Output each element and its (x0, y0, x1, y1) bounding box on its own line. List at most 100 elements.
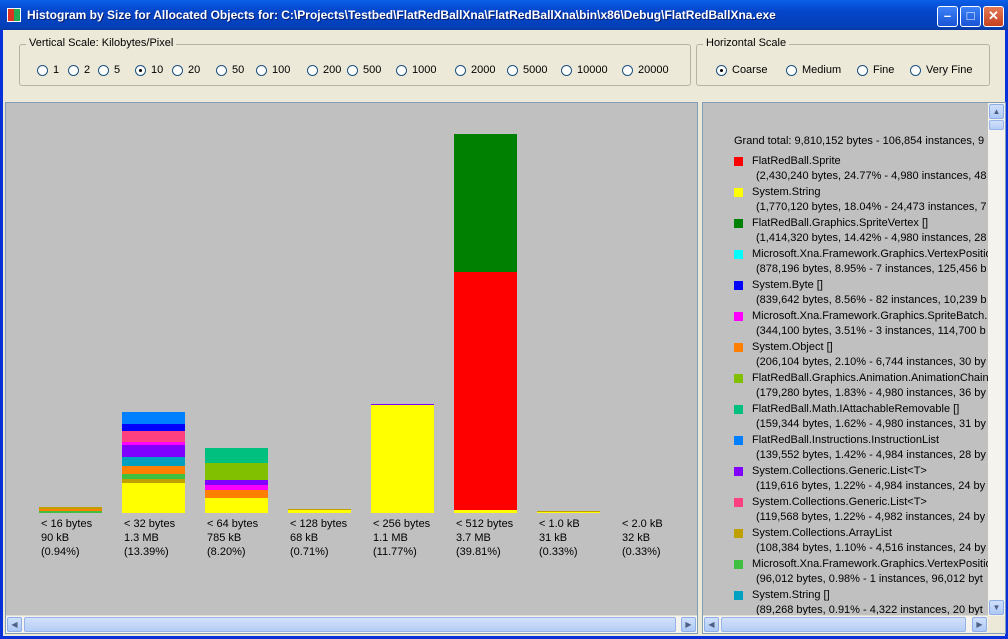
legend-swatch (734, 250, 743, 259)
hscale-option-very-fine[interactable]: Very Fine (910, 64, 972, 76)
bar-segment[interactable] (39, 509, 102, 511)
title-bar[interactable]: Histogram by Size for Allocated Objects … (0, 0, 1008, 30)
radio-icon (507, 64, 518, 76)
bar-segment[interactable] (205, 498, 268, 513)
scroll-up-button[interactable]: ▲ (989, 104, 1004, 119)
hscale-option-fine[interactable]: Fine (857, 64, 894, 76)
legend-type-detail: (89,268 bytes, 0.91% - 4,322 instances, … (756, 604, 983, 616)
bar-segment[interactable] (122, 474, 185, 479)
vscale-option-200[interactable]: 200 (307, 64, 341, 76)
bar-segment[interactable] (122, 479, 185, 483)
bar-segment[interactable] (39, 507, 102, 509)
bar-segment[interactable] (122, 442, 185, 445)
histogram-panel[interactable]: < 16 bytes 90 kB (0.94%) < 32 bytes 1.3 MB (1… (5, 102, 698, 634)
legend-type-detail: (119,616 bytes, 1.22% - 4,984 instances,… (756, 480, 986, 492)
chart-horizontal-scrollbar[interactable]: ◀ ▶ (6, 615, 697, 633)
bar-segment[interactable] (205, 490, 268, 498)
vscale-option-5[interactable]: 5 (98, 64, 120, 76)
bar-segment[interactable] (205, 448, 268, 463)
app-icon[interactable] (7, 8, 21, 22)
legend-type-name: Microsoft.Xna.Framework.Graphics.VertexP… (752, 558, 992, 570)
bucket-label: < 256 bytes 1.1 MB (11.77%) (373, 517, 430, 559)
minimize-button[interactable]: – (937, 6, 958, 27)
vscale-option-10000[interactable]: 10000 (561, 64, 608, 76)
legend-type-detail: (1,770,120 bytes, 18.04% - 24,473 instan… (756, 201, 987, 213)
bar-segment[interactable] (205, 485, 268, 490)
hscale-option-label: Coarse (732, 64, 768, 76)
radio-icon (98, 64, 109, 76)
bar-segment[interactable] (122, 466, 185, 474)
legend-swatch (734, 436, 743, 445)
bar-segment[interactable] (122, 412, 185, 424)
vscale-option-label: 5000 (523, 64, 548, 76)
bucket-percent: (0.94%) (41, 546, 80, 558)
close-button[interactable]: ✕ (983, 6, 1004, 27)
legend-type-name: System.Object [] (752, 341, 833, 353)
bar-segment[interactable] (454, 510, 517, 513)
scroll-down-button[interactable]: ▼ (989, 600, 1004, 615)
scroll-corner (988, 616, 1005, 633)
hscale-option-coarse[interactable]: Coarse (716, 64, 767, 76)
bucket-categorie: < 2.0 kB (622, 518, 663, 530)
legend-vertical-scrollbar[interactable]: ▲ ▼ (988, 103, 1005, 616)
legend-type-name: System.Collections.Generic.List<T> (752, 465, 927, 477)
legend-swatch (734, 498, 743, 507)
vscale-option-10[interactable]: 10 (135, 64, 163, 76)
vscale-option-2000[interactable]: 2000 (455, 64, 495, 76)
legend-swatch (734, 343, 743, 352)
bar-segment[interactable] (537, 512, 600, 513)
vscale-option-100[interactable]: 100 (256, 64, 290, 76)
bar-segment[interactable] (205, 480, 268, 485)
legend-scroll-right-button[interactable]: ▶ (972, 617, 987, 632)
bar-segment[interactable] (454, 134, 517, 272)
vscale-option-5000[interactable]: 5000 (507, 64, 547, 76)
bar-segment[interactable] (288, 509, 351, 510)
vscale-option-1000[interactable]: 1000 (396, 64, 436, 76)
maximize-button[interactable]: □ (960, 6, 981, 27)
bar-segment[interactable] (537, 511, 600, 512)
vscale-option-label: 20 (188, 64, 201, 76)
vscale-option-500[interactable]: 500 (347, 64, 381, 76)
vscale-option-1[interactable]: 1 (37, 64, 59, 76)
bar-segment[interactable] (288, 510, 351, 513)
bar-segment[interactable] (454, 272, 517, 510)
bar-segment[interactable] (122, 431, 185, 442)
bucket-categorie: < 64 bytes (207, 518, 259, 530)
legend-horizontal-scrollbar[interactable]: ◀ ▶ (703, 615, 988, 633)
bucket-percent: (8.20%) (207, 546, 246, 558)
bar-segment[interactable] (39, 511, 102, 513)
bar-segment[interactable] (122, 483, 185, 513)
vscale-option-2[interactable]: 2 (68, 64, 90, 76)
bar-segment[interactable] (205, 463, 268, 480)
bucket-categorie: < 128 bytes (290, 518, 348, 530)
legend-swatch (734, 560, 743, 569)
legend-hscroll-thumb[interactable] (721, 617, 966, 632)
hscale-option-medium[interactable]: Medium (786, 64, 841, 76)
bar-segment[interactable] (122, 445, 185, 457)
bucket-size: 785 kB (207, 532, 242, 544)
legend-type-name: FlatRedBall.Math.IAttachableRemovable [] (752, 403, 960, 415)
legend-scroll-left-button[interactable]: ◀ (704, 617, 719, 632)
legend-type-detail: (159,344 bytes, 1.62% - 4,980 instances,… (756, 418, 986, 430)
radio-icon (455, 64, 466, 76)
chart-scroll-thumb[interactable] (24, 617, 676, 632)
radio-icon (172, 64, 183, 76)
scroll-right-button[interactable]: ▶ (681, 617, 696, 632)
bar-segment[interactable] (122, 457, 185, 466)
vscale-option-label: 100 (272, 64, 291, 76)
vscale-option-20000[interactable]: 20000 (622, 64, 669, 76)
legend-vscroll-thumb[interactable] (989, 120, 1004, 130)
radio-icon (786, 64, 797, 76)
scroll-left-button[interactable]: ◀ (7, 617, 22, 632)
arrow-right-icon: ▶ (976, 620, 983, 629)
legend-type-name: System.String (752, 186, 821, 198)
bar-segment[interactable] (371, 404, 434, 405)
legend-panel[interactable]: Grand total: 9,810,152 bytes - 106,854 i… (702, 102, 1006, 634)
vscale-option-50[interactable]: 50 (216, 64, 244, 76)
bucket-label: < 64 bytes 785 kB (8.20%) (207, 517, 258, 559)
bucket-percent: (0.33%) (539, 546, 578, 558)
bar-segment[interactable] (371, 405, 434, 513)
bucket-label: < 512 bytes 3.7 MB (39.81%) (456, 517, 513, 559)
bar-segment[interactable] (122, 424, 185, 431)
vscale-option-20[interactable]: 20 (172, 64, 200, 76)
